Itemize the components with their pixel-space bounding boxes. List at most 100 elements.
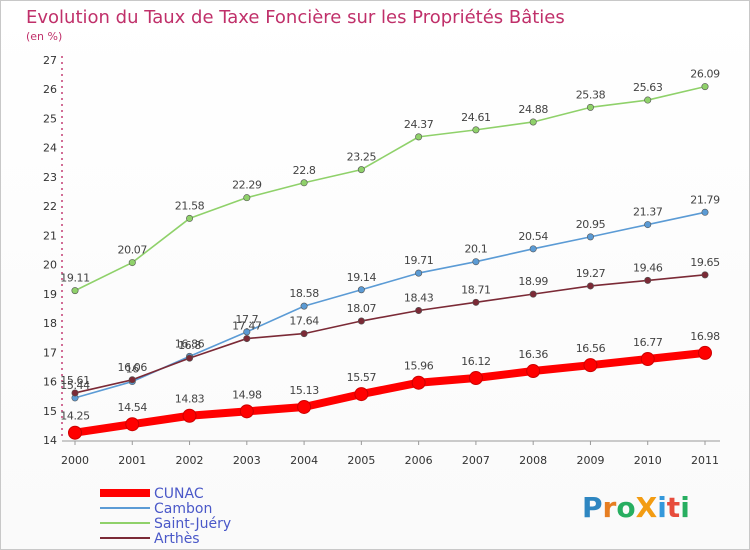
- logo-letter: i: [657, 491, 667, 524]
- legend-label: CUNAC: [154, 486, 204, 502]
- data-label: 19.65: [690, 256, 720, 269]
- data-point: [186, 354, 194, 362]
- legend-label: Saint-Juéry: [154, 516, 231, 532]
- data-point: [644, 96, 652, 104]
- data-label: 16.98: [690, 330, 720, 343]
- data-point: [128, 376, 136, 384]
- data-point: [698, 345, 712, 360]
- data-label: 24.88: [518, 103, 548, 116]
- data-point: [297, 399, 312, 414]
- data-label: 24.61: [461, 111, 491, 124]
- data-point: [411, 375, 426, 390]
- y-tick-label: 19: [43, 288, 57, 301]
- data-point: [239, 404, 254, 419]
- y-tick-label: 17: [43, 346, 57, 359]
- data-point: [644, 276, 652, 284]
- x-tick-label: 2008: [519, 454, 547, 467]
- x-tick-label: 2000: [61, 454, 89, 467]
- chart-title: Evolution du Taux de Taxe Foncière sur l…: [26, 7, 565, 28]
- data-label: 16.06: [118, 361, 148, 374]
- x-tick-label: 2011: [691, 454, 719, 467]
- data-label: 22.29: [232, 179, 262, 192]
- data-point: [415, 307, 423, 315]
- data-point: [583, 358, 598, 373]
- data-point: [586, 282, 594, 290]
- data-label: 16.12: [461, 355, 491, 368]
- data-point: [357, 286, 365, 294]
- data-label: 16.8: [178, 339, 201, 352]
- data-label: 16.36: [518, 348, 548, 361]
- legend-label: Arthès: [154, 531, 200, 547]
- data-labels: 19.11 20.07 21.58 22.29 22.8 23.25 24.37 24.61 2…: [60, 68, 720, 423]
- data-point: [357, 166, 365, 174]
- logo-letter: i: [680, 491, 690, 524]
- data-point: [128, 259, 136, 267]
- data-label: 18.99: [518, 275, 548, 288]
- y-tick-label: 25: [43, 112, 57, 125]
- data-label: 19.14: [347, 271, 377, 284]
- data-point: [586, 233, 594, 241]
- series-saint-ju-ry: [71, 83, 709, 295]
- data-label: 18.71: [461, 283, 491, 296]
- series-cunac: [68, 345, 712, 440]
- data-point: [354, 387, 369, 402]
- y-tick-label: 16: [43, 376, 57, 389]
- data-label: 16.56: [576, 342, 606, 355]
- data-point: [529, 118, 537, 126]
- series-line: [74, 211, 706, 399]
- y-tick-label: 15: [43, 405, 57, 418]
- data-point: [125, 417, 140, 432]
- logo-letter: X: [636, 491, 658, 524]
- data-point: [644, 221, 652, 229]
- data-label: 16.77: [633, 336, 663, 349]
- data-label: 15.61: [60, 374, 90, 387]
- data-point: [300, 302, 308, 310]
- data-point: [71, 389, 79, 397]
- data-label: 14.83: [175, 393, 205, 406]
- data-point: [529, 245, 537, 253]
- series-arth-s: [71, 271, 709, 397]
- data-point: [468, 371, 483, 386]
- series-layer: [68, 83, 712, 440]
- proxiti-logo: ProXiti: [582, 491, 690, 524]
- y-tick-label: 26: [43, 83, 57, 96]
- data-label: 21.58: [175, 199, 205, 212]
- data-label: 16.86: [175, 337, 205, 350]
- y-tick-label: 21: [43, 229, 57, 242]
- series-line: [74, 274, 706, 394]
- data-label: 20.07: [118, 244, 148, 257]
- y-tick-label: 23: [43, 171, 57, 184]
- data-point: [182, 408, 197, 423]
- y-tick-label: 24: [43, 142, 57, 155]
- logo-letter: P: [582, 491, 603, 524]
- data-point: [472, 298, 480, 306]
- data-label: 15.96: [404, 360, 434, 373]
- data-point: [415, 133, 423, 141]
- data-label: 19.27: [576, 267, 606, 280]
- data-label: 25.63: [633, 81, 663, 94]
- data-label: 19.11: [60, 272, 90, 285]
- data-label: 24.37: [404, 118, 434, 131]
- logo-letter: o: [616, 491, 635, 524]
- axes: 14 15 16 17 18 19 20 21 22 23 24 25 26 27 2000 2001 2002…: [43, 54, 720, 467]
- data-label: 18.43: [404, 292, 434, 305]
- x-tick-label: 2009: [576, 454, 604, 467]
- data-label: 20.54: [518, 230, 548, 243]
- data-label: 14.54: [118, 401, 148, 414]
- data-label: 25.38: [576, 88, 606, 101]
- data-label: 21.37: [633, 206, 663, 219]
- data-point: [472, 126, 480, 134]
- data-point: [71, 287, 79, 295]
- data-point: [526, 364, 541, 379]
- logo-letter: t: [667, 491, 680, 524]
- data-label: 18.58: [289, 287, 319, 300]
- data-point: [243, 194, 251, 202]
- data-label: 23.25: [347, 151, 377, 164]
- data-point: [701, 208, 709, 216]
- data-label: 15.13: [289, 384, 319, 397]
- data-point: [701, 83, 709, 91]
- x-tick-label: 2002: [176, 454, 204, 467]
- data-label: 15.57: [347, 371, 377, 384]
